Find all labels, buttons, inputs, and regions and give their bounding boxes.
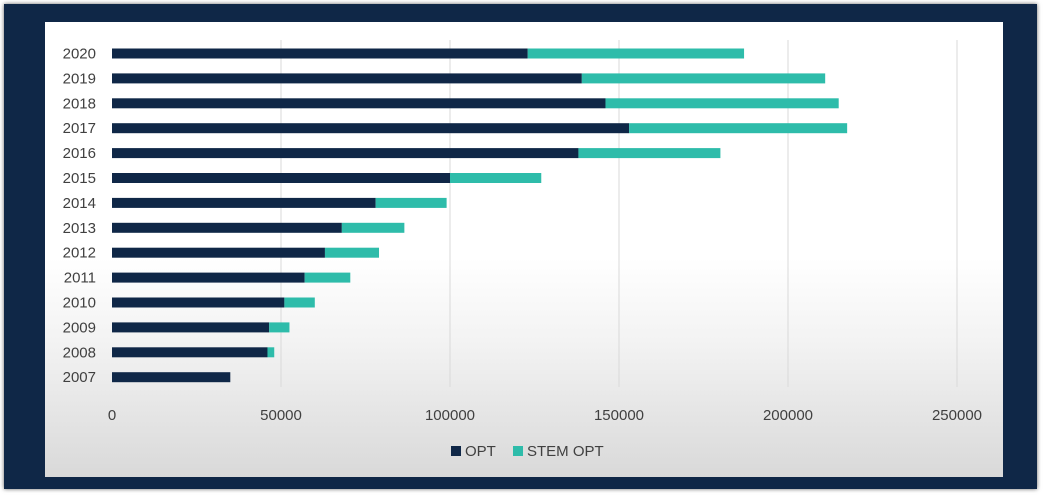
bar-stem-opt-2012 xyxy=(324,247,380,258)
y-tick-label: 2018 xyxy=(63,95,96,112)
bar-opt-2019 xyxy=(112,73,582,84)
bars xyxy=(112,48,848,383)
legend-label-opt: OPT xyxy=(465,443,496,460)
y-tick-label: 2013 xyxy=(63,220,96,237)
x-tick-label: 250000 xyxy=(932,407,982,424)
y-tick-label: 2007 xyxy=(63,369,96,386)
y-tick-label: 2019 xyxy=(63,70,96,87)
bar-stem-opt-2018 xyxy=(605,98,839,109)
bar-stem-opt-2015 xyxy=(450,173,542,183)
y-axis-labels: 2020 2019 2018 2017 2016 2015 2014 2013 2012 2011… xyxy=(63,46,96,387)
bar-opt-2007 xyxy=(112,372,231,383)
bar-chart: 2020 2019 2018 2017 2016 2015 2014 2013 2012 2011… xyxy=(63,40,982,460)
x-tick-label: 100000 xyxy=(425,407,475,424)
x-axis-labels: 0 50000 100000 150000 200000 250000 xyxy=(108,407,982,424)
bar-stem-opt-2010 xyxy=(284,297,315,308)
bar-stem-opt-2008 xyxy=(267,347,275,358)
bar-opt-2008 xyxy=(112,347,268,358)
bar-stem-opt-2014 xyxy=(375,197,447,208)
bar-opt-2015 xyxy=(112,173,450,183)
gridlines xyxy=(280,40,958,387)
y-tick-label: 2011 xyxy=(64,270,96,287)
chart-panel: 2020 2019 2018 2017 2016 2015 2014 2013 2012 2011… xyxy=(45,22,1003,477)
bar-stem-opt-2009 xyxy=(269,322,290,333)
bar-opt-2009 xyxy=(112,322,270,333)
y-tick-label: 2009 xyxy=(63,319,96,336)
y-tick-label: 2014 xyxy=(63,195,96,212)
y-tick-label: 2017 xyxy=(63,120,96,137)
bar-opt-2014 xyxy=(112,197,376,208)
y-tick-label: 2012 xyxy=(63,245,96,262)
x-tick-label: 0 xyxy=(108,407,116,424)
legend: OPT STEM OPT xyxy=(451,443,604,460)
bar-stem-opt-2011 xyxy=(304,272,351,283)
y-tick-label: 2015 xyxy=(63,170,96,187)
bar-opt-2016 xyxy=(112,148,579,159)
chart-frame: 2020 2019 2018 2017 2016 2015 2014 2013 2012 2011… xyxy=(4,4,1037,489)
y-tick-label: 2008 xyxy=(63,344,96,361)
y-tick-label: 2016 xyxy=(63,145,96,162)
bar-opt-2010 xyxy=(112,297,285,308)
legend-swatch-opt xyxy=(451,446,461,456)
bar-stem-opt-2020 xyxy=(527,48,745,59)
bar-stem-opt-2019 xyxy=(581,73,826,84)
bar-opt-2017 xyxy=(112,123,630,134)
bar-opt-2013 xyxy=(112,222,342,233)
bar-opt-2012 xyxy=(112,247,325,258)
x-tick-label: 150000 xyxy=(594,407,644,424)
bar-opt-2011 xyxy=(112,272,305,283)
y-tick-label: 2020 xyxy=(63,46,96,63)
y-tick-label: 2010 xyxy=(63,295,96,312)
bar-stem-opt-2013 xyxy=(341,222,405,233)
bar-stem-opt-2016 xyxy=(578,148,721,159)
legend-label-stem-opt: STEM OPT xyxy=(527,443,604,460)
x-tick-label: 50000 xyxy=(260,407,302,424)
bar-opt-2020 xyxy=(112,48,528,59)
legend-swatch-stem-opt xyxy=(513,446,523,456)
bar-stem-opt-2017 xyxy=(629,123,848,134)
bar-opt-2018 xyxy=(112,98,606,109)
x-tick-label: 200000 xyxy=(763,407,813,424)
